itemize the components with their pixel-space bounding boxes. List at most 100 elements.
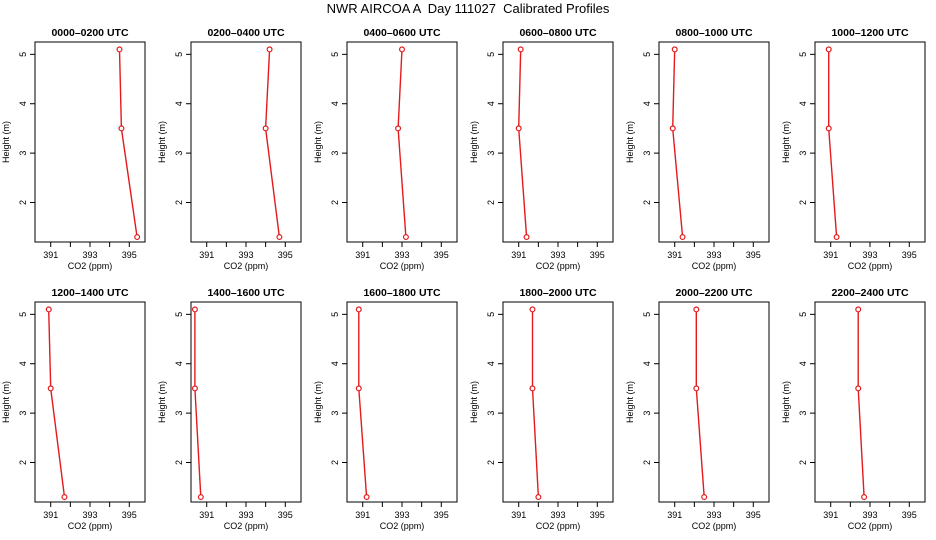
- x-tick-label: 391: [511, 510, 526, 520]
- x-axis-label: CO2 (ppm): [380, 521, 425, 531]
- y-tick-label: 4: [486, 361, 496, 366]
- panel-title: 1600–1800 UTC: [363, 287, 440, 299]
- y-axis-label: Height (m): [469, 381, 479, 423]
- panel-6: 1000–1200 UTC 391 393 395 CO2 (ppm) 2 3 4 5 Heigh…: [781, 27, 926, 271]
- x-tick-label: 391: [43, 250, 58, 260]
- profile-line: [358, 309, 368, 498]
- x-tick-label: 395: [434, 510, 449, 520]
- x-tick-label: 393: [394, 510, 409, 520]
- profile-line: [264, 49, 281, 238]
- profile-point: [355, 306, 362, 313]
- y-tick-label: 5: [174, 312, 184, 317]
- y-tick-label: 5: [798, 52, 808, 57]
- x-tick-label: 391: [43, 510, 58, 520]
- y-axis-label: Height (m): [157, 381, 167, 423]
- profile-point: [262, 125, 269, 132]
- plot-frame: [190, 41, 302, 243]
- x-tick-label: 391: [823, 250, 838, 260]
- y-tick-label: 2: [174, 200, 184, 205]
- figure-title: NWR AIRCOA A Day 111027 Calibrated Profi…: [326, 1, 610, 16]
- x-tick-label: 393: [706, 250, 721, 260]
- plot-frame: [346, 41, 458, 243]
- panel-4: 0600–0800 UTC 391 393 395 CO2 (ppm) 2 3 4 5 Heigh…: [469, 27, 614, 271]
- y-tick-label: 4: [330, 361, 340, 366]
- plot-frame: [814, 41, 926, 243]
- panel-title: 1800–2000 UTC: [519, 287, 596, 299]
- x-tick-label: 393: [238, 510, 253, 520]
- plot-frame: [658, 301, 770, 503]
- x-tick-label: 391: [823, 510, 838, 520]
- x-tick-label: 391: [355, 250, 370, 260]
- y-tick-label: 4: [174, 101, 184, 106]
- x-tick-label: 393: [550, 250, 565, 260]
- y-tick-label: 4: [18, 101, 28, 106]
- y-tick-label: 5: [330, 312, 340, 317]
- y-tick-label: 2: [18, 200, 28, 205]
- y-tick-label: 5: [642, 312, 652, 317]
- profile-point: [191, 306, 198, 313]
- x-tick-label: 395: [746, 510, 761, 520]
- y-tick-label: 5: [642, 52, 652, 57]
- y-tick-label: 5: [798, 312, 808, 317]
- y-tick-label: 2: [174, 460, 184, 465]
- profile-point: [363, 494, 370, 501]
- y-tick-label: 3: [330, 411, 340, 416]
- profile-point: [671, 46, 678, 53]
- x-tick-label: 393: [82, 510, 97, 520]
- panel-9: 1600–1800 UTC 391 393 395 CO2 (ppm) 2 3 4 5 Heigh…: [313, 287, 458, 531]
- profile-point: [529, 385, 536, 392]
- y-tick-label: 2: [330, 200, 340, 205]
- y-tick-label: 2: [486, 200, 496, 205]
- profile-point: [47, 385, 54, 392]
- profile-point: [833, 234, 840, 241]
- panel-title: 2200–2400 UTC: [831, 287, 908, 299]
- y-tick-label: 3: [642, 411, 652, 416]
- x-axis-label: CO2 (ppm): [224, 261, 269, 271]
- plot-frame: [502, 301, 614, 503]
- x-axis-label: CO2 (ppm): [68, 261, 113, 271]
- y-tick-label: 4: [18, 361, 28, 366]
- y-axis-label: Height (m): [313, 381, 323, 423]
- x-axis-label: CO2 (ppm): [692, 261, 737, 271]
- panel-title: 1000–1200 UTC: [831, 27, 908, 39]
- profile-point: [355, 385, 362, 392]
- profile-point: [266, 46, 273, 53]
- profile-line: [517, 49, 528, 238]
- y-tick-label: 2: [18, 460, 28, 465]
- y-tick-label: 5: [18, 52, 28, 57]
- panel-5: 0800–1000 UTC 391 393 395 CO2 (ppm) 2 3 4 5 Heigh…: [625, 27, 770, 271]
- y-axis-label: Height (m): [625, 121, 635, 163]
- profile-point: [402, 234, 409, 241]
- panel-1: 0000–0200 UTC 391 393 395 CO2 (ppm) 2 3 4 5 Heigh…: [1, 27, 146, 271]
- y-tick-label: 2: [642, 200, 652, 205]
- y-tick-label: 5: [486, 52, 496, 57]
- profile-point: [529, 306, 536, 313]
- x-axis-label: CO2 (ppm): [536, 261, 581, 271]
- y-tick-label: 5: [174, 52, 184, 57]
- x-tick-label: 395: [902, 510, 917, 520]
- x-axis-label: CO2 (ppm): [692, 521, 737, 531]
- panel-title: 0800–1000 UTC: [675, 27, 752, 39]
- panel-title: 0000–0200 UTC: [51, 27, 128, 39]
- profile-line: [857, 309, 865, 498]
- y-tick-label: 3: [18, 151, 28, 156]
- y-tick-label: 3: [798, 411, 808, 416]
- panel-title: 0600–0800 UTC: [519, 27, 596, 39]
- plot-frame: [346, 301, 458, 503]
- plot-frame: [658, 41, 770, 243]
- profile-point: [276, 234, 283, 241]
- y-tick-label: 4: [642, 361, 652, 366]
- plot-frame: [814, 301, 926, 503]
- y-tick-label: 2: [642, 460, 652, 465]
- y-axis-label: Height (m): [313, 121, 323, 163]
- y-tick-label: 3: [174, 411, 184, 416]
- x-tick-label: 391: [667, 250, 682, 260]
- profile-line: [397, 49, 407, 238]
- profile-point: [825, 46, 832, 53]
- x-tick-label: 393: [706, 510, 721, 520]
- profile-point: [197, 494, 204, 501]
- y-tick-label: 3: [642, 151, 652, 156]
- x-tick-label: 395: [902, 250, 917, 260]
- profile-line: [118, 49, 138, 238]
- profile-point: [118, 125, 125, 132]
